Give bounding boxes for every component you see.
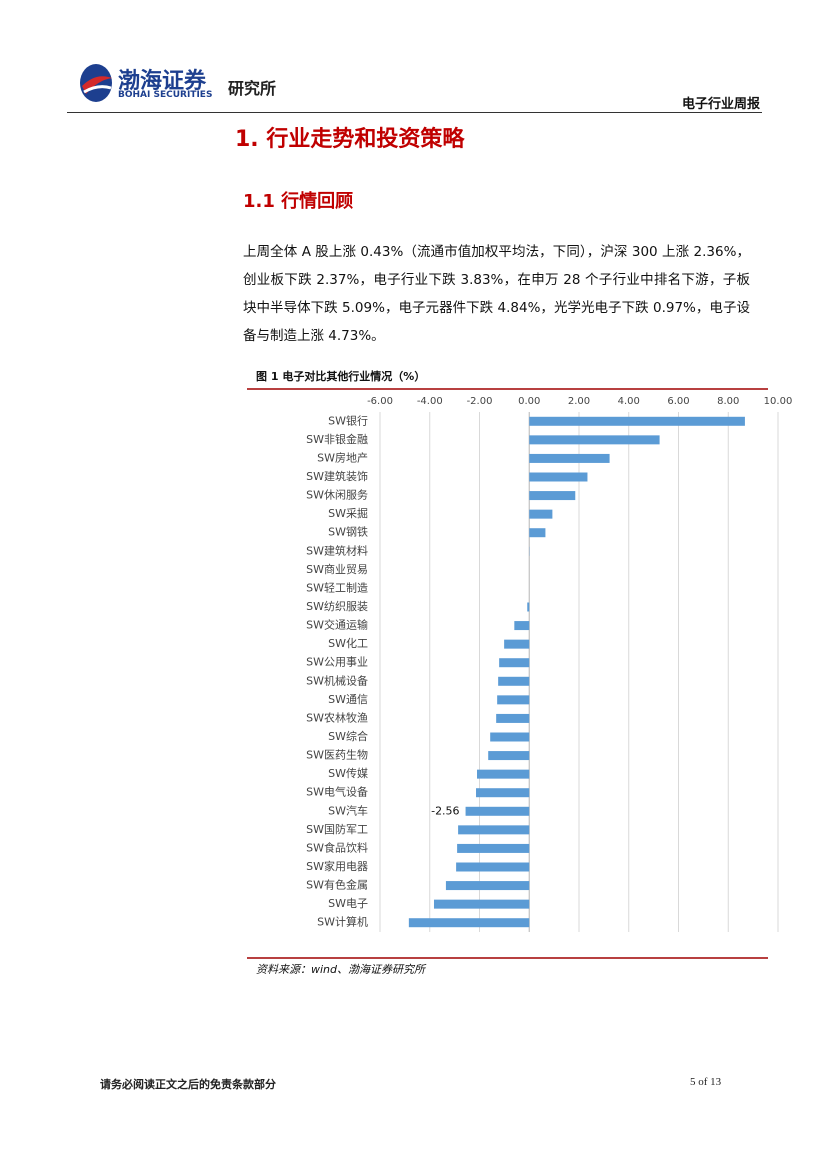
category-label: SW国防军工 (306, 822, 368, 836)
category-label: SW房地产 (317, 450, 368, 464)
bar (490, 732, 530, 742)
page-number: 5 of 13 (690, 1076, 722, 1088)
bar (527, 602, 530, 612)
chart: 图 1 电子对比其他行业情况（%） 资料来源：wind、渤海证券研究所 -6.0… (247, 369, 793, 976)
category-label: SW建筑材料 (306, 543, 368, 557)
category-label: SW机械设备 (306, 673, 368, 687)
category-label: SW银行 (328, 413, 368, 427)
x-tick-label: 10.00 (764, 396, 793, 407)
bar (504, 639, 530, 649)
x-tick-label: 0.00 (518, 396, 540, 407)
category-label: SW纺织服装 (306, 599, 368, 613)
category-label: SW农林牧渔 (306, 710, 368, 724)
logo-english: BOHAI SECURITIES (118, 90, 213, 100)
category-label: SW采掘 (328, 506, 368, 520)
category-label: SW医药生物 (306, 748, 368, 762)
category-label: SW电子 (328, 897, 368, 910)
bar (497, 695, 530, 705)
bar (514, 621, 530, 631)
bar (477, 769, 530, 779)
x-tick-label: 6.00 (667, 396, 689, 407)
category-label: SW计算机 (317, 915, 368, 929)
bar (476, 788, 530, 798)
header-rule (67, 112, 762, 113)
bar (457, 843, 530, 853)
category-label: SW综合 (328, 729, 368, 743)
bar (529, 528, 546, 538)
bar (529, 453, 610, 463)
category-label: SW有色金属 (306, 878, 368, 892)
category-label: SW化工 (328, 636, 368, 650)
bar (499, 658, 530, 668)
category-label: SW非银金融 (306, 432, 368, 446)
x-tick-label: 4.00 (618, 396, 640, 407)
institute: 研究所 (228, 79, 277, 98)
value-label: -2.56 (431, 804, 459, 817)
paragraph: 上周全体 A 股上涨 0.43%（流通市值加权平均法，下同），沪深 300 上涨… (243, 244, 750, 344)
category-label: SW轻工制造 (306, 580, 368, 594)
bar (496, 713, 530, 723)
category-label: SW电气设备 (306, 785, 368, 799)
category-label: SW公用事业 (306, 656, 368, 669)
bar (408, 918, 530, 928)
bar (529, 491, 576, 501)
bar (529, 416, 745, 426)
bar (488, 751, 530, 761)
logo-mark (80, 64, 112, 102)
category-label: SW汽车 (328, 803, 368, 817)
x-tick-label: 8.00 (717, 396, 739, 407)
x-tick-label: -6.00 (367, 396, 393, 407)
category-label: SW家用电器 (306, 859, 368, 873)
bar (498, 676, 530, 686)
bar (456, 862, 530, 872)
chart-source: 资料来源：wind、渤海证券研究所 (256, 963, 427, 976)
footer-disclaimer: 请务必阅读正文之后的免责条款部分 (100, 1078, 276, 1091)
bar (465, 806, 530, 816)
section-title: 1. 行业走势和投资策略 (235, 127, 465, 152)
category-label: SW钢铁 (328, 526, 368, 539)
category-label: SW食品饮料 (306, 840, 368, 854)
category-label: SW建筑装饰 (306, 469, 368, 483)
bar (529, 509, 553, 519)
category-label: SW传媒 (328, 767, 368, 780)
x-tick-label: -4.00 (417, 396, 443, 407)
x-tick-label: 2.00 (568, 396, 590, 407)
report-type: 电子行业周报 (681, 97, 760, 112)
section-subtitle: 1.1 行情回顾 (243, 191, 354, 212)
bar (445, 881, 530, 891)
bar (529, 472, 588, 482)
x-tick-label: -2.00 (467, 396, 493, 407)
category-label: SW休闲服务 (306, 488, 368, 502)
bar (433, 899, 530, 909)
logo-name: 渤海证券 (118, 69, 207, 94)
bar (458, 825, 530, 835)
category-label: SW通信 (328, 693, 368, 706)
category-label: SW交通运输 (306, 618, 368, 632)
chart-title: 图 1 电子对比其他行业情况（%） (256, 369, 425, 383)
category-label: SW商业贸易 (306, 562, 368, 576)
bar (529, 435, 660, 445)
